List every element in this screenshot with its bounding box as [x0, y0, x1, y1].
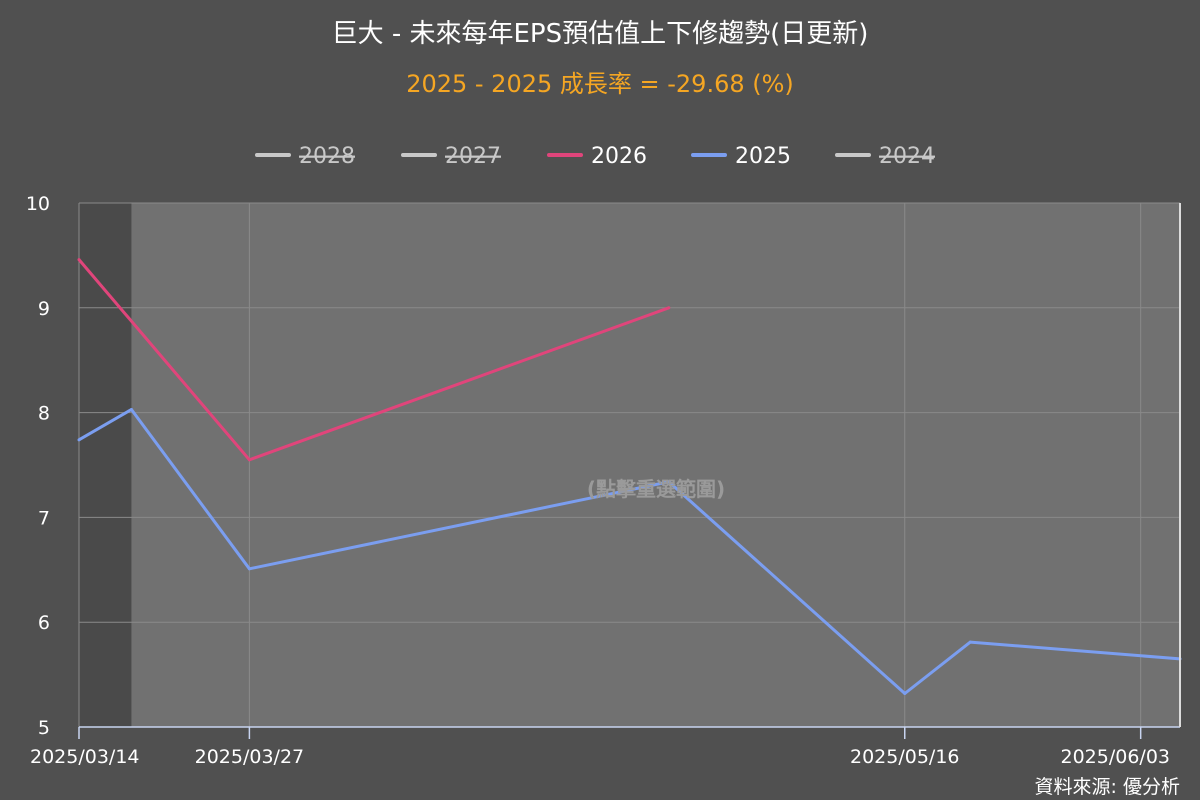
legend-label: 2026: [591, 144, 647, 169]
legend-label: 2028: [299, 144, 355, 169]
legend-item-2024[interactable]: 2024: [835, 144, 935, 169]
y-tick-label: 8: [38, 403, 50, 425]
legend-label: 2027: [445, 144, 501, 169]
legend-label: 2024: [879, 144, 935, 169]
y-tick-label: 10: [26, 193, 50, 215]
legend-item-2027[interactable]: 2027: [401, 144, 501, 169]
x-tick-label: 2025/03/14: [30, 746, 140, 768]
data-point-2026[interactable]: [77, 258, 81, 262]
x-tick-label: 2025/05/16: [850, 746, 960, 768]
reset-selection-hint[interactable]: (點擊重選範圍): [587, 477, 725, 501]
data-source: 資料來源: 優分析: [1035, 776, 1180, 798]
data-point-2025[interactable]: [77, 438, 81, 442]
data-point-2025[interactable]: [903, 691, 907, 695]
legend-item-2025[interactable]: 2025: [691, 144, 791, 169]
y-tick-label: 5: [38, 717, 50, 739]
y-tick-label: 6: [38, 612, 50, 634]
data-point-2025[interactable]: [129, 407, 133, 411]
x-tick-label: 2025/06/03: [1060, 746, 1170, 768]
y-tick-label: 7: [38, 507, 50, 529]
x-tick-label: 2025/03/27: [195, 746, 305, 768]
data-point-2026[interactable]: [247, 458, 251, 462]
data-point-2025[interactable]: [968, 640, 972, 644]
legend-label: 2025: [735, 144, 791, 169]
data-point-2026[interactable]: [667, 306, 671, 310]
data-point-2025[interactable]: [667, 480, 671, 484]
legend-item-2028[interactable]: 2028: [255, 144, 355, 169]
chart-title: 巨大 - 未來每年EPS預估值上下修趨勢(日更新): [332, 19, 869, 49]
legend-item-2026[interactable]: 2026: [547, 144, 647, 169]
selected-range[interactable]: [131, 203, 1180, 727]
chart-subtitle: 2025 - 2025 成長率 = -29.68 (%): [406, 70, 794, 98]
data-point-2025[interactable]: [247, 567, 251, 571]
y-tick-label: 9: [38, 298, 50, 320]
